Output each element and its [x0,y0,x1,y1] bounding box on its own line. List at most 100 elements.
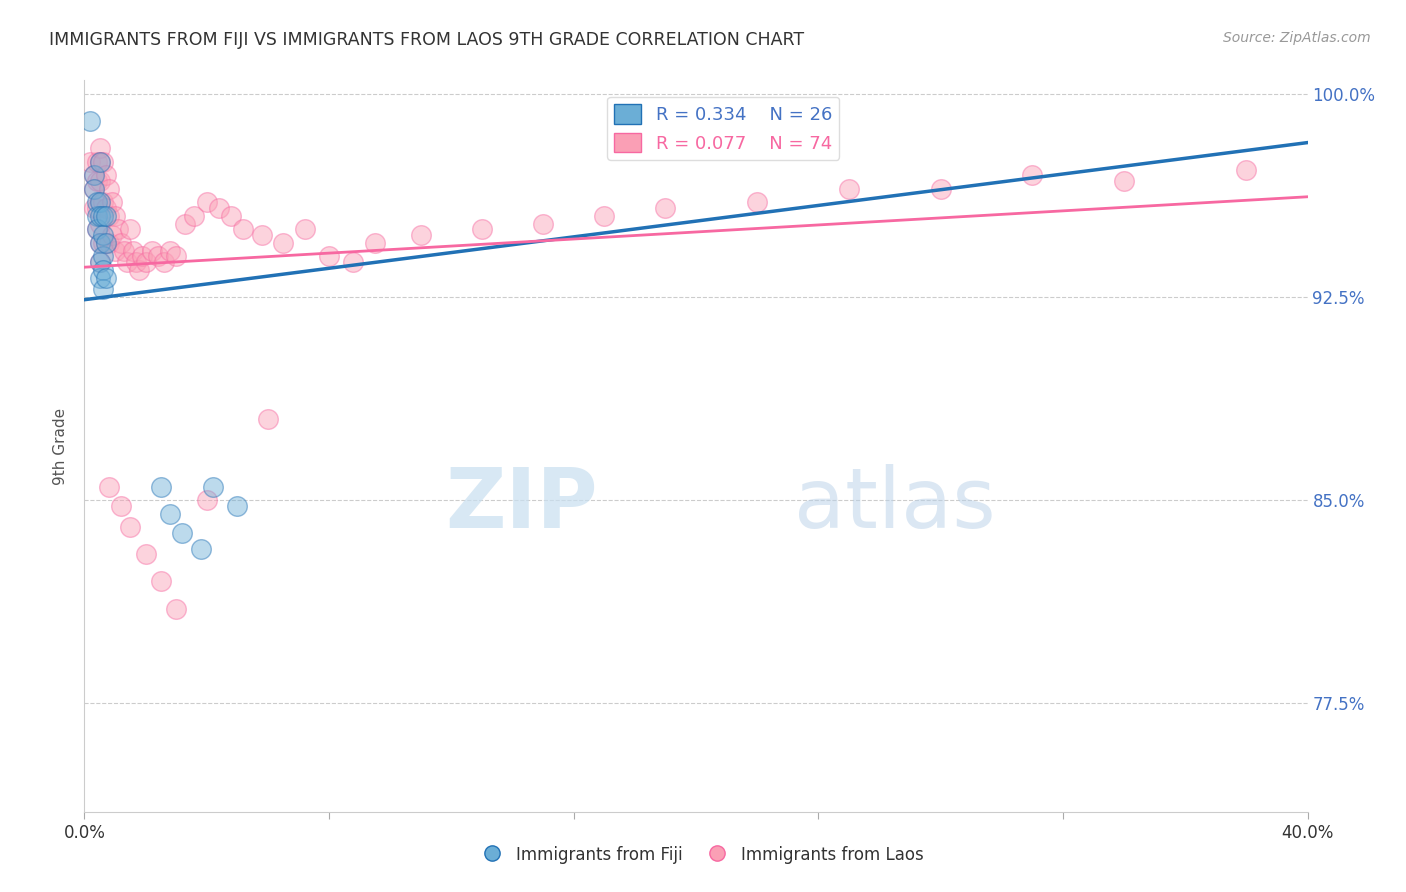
Point [97,181,120,195]
Legend: R = 0.334    N = 26, R = 0.077    N = 74: R = 0.334 N = 26, R = 0.077 N = 74 [607,96,839,160]
Y-axis label: 9th Grade: 9th Grade [53,408,69,484]
Point [149,574,172,589]
Point [83,168,105,182]
Point [146,249,169,263]
Point [91,195,114,210]
Legend: Immigrants from Fiji, Immigrants from Laos: Immigrants from Fiji, Immigrants from La… [475,838,931,871]
Point [747,195,769,210]
Point [94,235,117,250]
Point [83,181,105,195]
Point [89,235,111,250]
Point [89,173,111,187]
Point [89,195,111,210]
Point [97,209,120,223]
Point [120,222,142,236]
Point [83,168,105,182]
Point [89,209,111,223]
Point [86,209,108,223]
Point [165,249,187,263]
Point [838,181,860,195]
Point [101,195,124,210]
Point [201,480,224,494]
Point [165,601,187,615]
Point [195,493,218,508]
Text: ZIP: ZIP [446,464,598,545]
Point [112,244,135,258]
Point [79,114,101,128]
Point [89,235,111,250]
Point [97,235,120,250]
Point [195,195,218,210]
Point [131,249,153,263]
Point [149,480,172,494]
Point [364,235,387,250]
Point [593,209,616,223]
Point [122,244,145,258]
Point [86,201,108,215]
Point [86,222,108,236]
Point [115,254,138,268]
Point [294,222,316,236]
Point [89,217,111,231]
Point [86,195,108,210]
Point [128,263,150,277]
Point [135,547,157,561]
Point [89,254,111,268]
Point [91,227,114,242]
Point [1236,162,1258,177]
Point [153,254,176,268]
Point [97,480,120,494]
Point [107,222,129,236]
Point [183,209,205,223]
Text: IMMIGRANTS FROM FIJI VS IMMIGRANTS FROM LAOS 9TH GRADE CORRELATION CHART: IMMIGRANTS FROM FIJI VS IMMIGRANTS FROM … [49,31,804,49]
Point [135,254,157,268]
Point [89,141,111,155]
Point [271,235,294,250]
Point [257,412,280,426]
Point [342,254,364,268]
Point [471,222,494,236]
Point [318,249,340,263]
Point [83,181,105,195]
Point [91,154,114,169]
Point [120,520,142,534]
Point [531,217,554,231]
Point [94,271,117,285]
Point [172,525,194,540]
Point [104,244,127,258]
Point [91,263,114,277]
Point [86,154,108,169]
Point [929,181,952,195]
Point [174,217,197,231]
Point [125,254,148,268]
Point [89,195,111,210]
Point [94,209,117,223]
Point [94,168,117,182]
Point [91,209,114,223]
Point [94,201,117,215]
Point [654,201,676,215]
Point [104,209,127,223]
Point [86,222,108,236]
Point [91,282,114,296]
Point [1114,173,1136,187]
Point [91,249,114,263]
Point [89,154,111,169]
Point [86,173,108,187]
Point [232,222,254,236]
Point [89,254,111,268]
Point [226,499,249,513]
Point [110,499,132,513]
Point [101,227,124,242]
Point [110,235,132,250]
Point [1021,168,1043,182]
Point [91,235,114,250]
Point [219,209,242,223]
Point [89,271,111,285]
Point [190,541,212,556]
Point [89,154,111,169]
Point [409,227,432,242]
Point [83,201,105,215]
Point [250,227,273,242]
Point [208,201,231,215]
